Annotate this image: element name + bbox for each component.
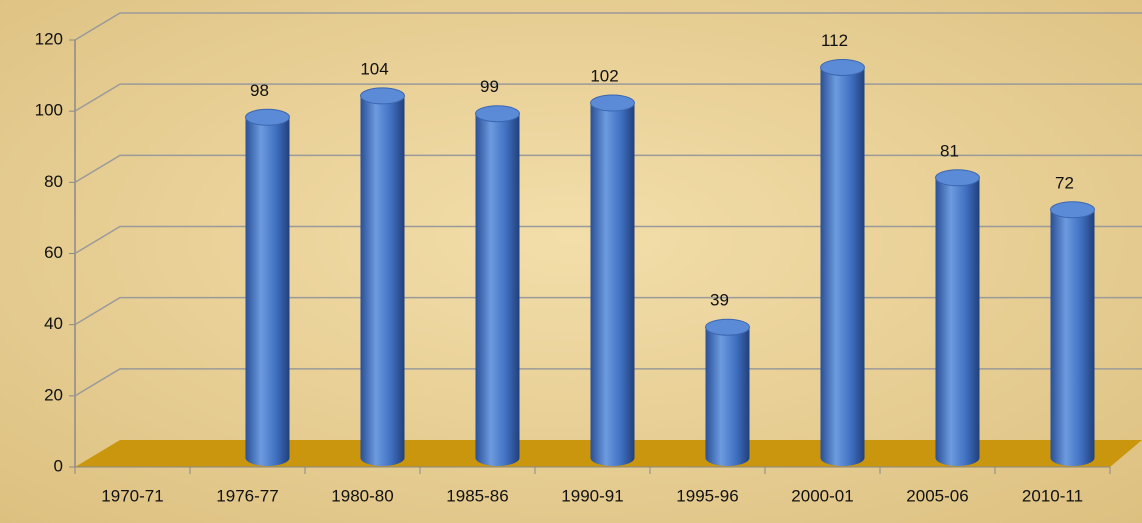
x-tick-label: 1976-77 xyxy=(216,486,278,505)
bar xyxy=(590,103,635,467)
y-tick-label: 100 xyxy=(35,101,63,120)
x-tick-label: 2010-11 xyxy=(1022,486,1083,505)
grid-line xyxy=(74,296,1142,326)
bar-top xyxy=(935,169,980,187)
grid-line xyxy=(74,154,1142,183)
y-tick-label: 120 xyxy=(35,29,63,48)
bar xyxy=(820,67,865,466)
bar xyxy=(245,117,290,467)
x-tick-label: 1970-71 xyxy=(101,486,163,505)
bar-top xyxy=(1050,201,1095,219)
x-tick-label: 1995-96 xyxy=(676,486,738,505)
bar-top xyxy=(245,108,290,126)
y-tick-label: 40 xyxy=(44,314,63,333)
x-tick-label: 1990-91 xyxy=(561,486,623,505)
x-tick-label: 2000-01 xyxy=(791,486,853,505)
grid-line xyxy=(74,368,1142,397)
y-tick-label: 0 xyxy=(54,456,63,475)
bar-top xyxy=(705,318,750,336)
x-tick-label: 1985-86 xyxy=(446,486,508,505)
data-label: 102 xyxy=(590,67,618,86)
bar xyxy=(360,95,405,466)
bar xyxy=(1050,209,1095,467)
grid-line xyxy=(74,12,1142,41)
data-label: 112 xyxy=(821,31,848,50)
grid-line xyxy=(74,225,1142,255)
bar-top xyxy=(820,58,865,76)
y-tick-label: 60 xyxy=(44,243,63,262)
bar-top xyxy=(475,105,520,123)
y-tick-label: 20 xyxy=(44,385,63,404)
data-label: 39 xyxy=(710,291,729,310)
bar xyxy=(705,327,750,466)
bar-top xyxy=(590,94,635,112)
x-tick-label: 2005-06 xyxy=(906,486,968,505)
bar xyxy=(935,177,980,466)
data-label: 72 xyxy=(1055,173,1074,192)
bar-top xyxy=(360,87,405,105)
data-label: 104 xyxy=(360,59,388,78)
bar xyxy=(475,113,520,466)
data-label: 81 xyxy=(940,141,959,160)
x-tick-label: 1980-80 xyxy=(331,486,393,505)
data-label: 98 xyxy=(250,81,269,100)
data-label: 99 xyxy=(480,77,499,96)
grid-line xyxy=(74,83,1142,112)
y-tick-label: 80 xyxy=(44,172,63,191)
